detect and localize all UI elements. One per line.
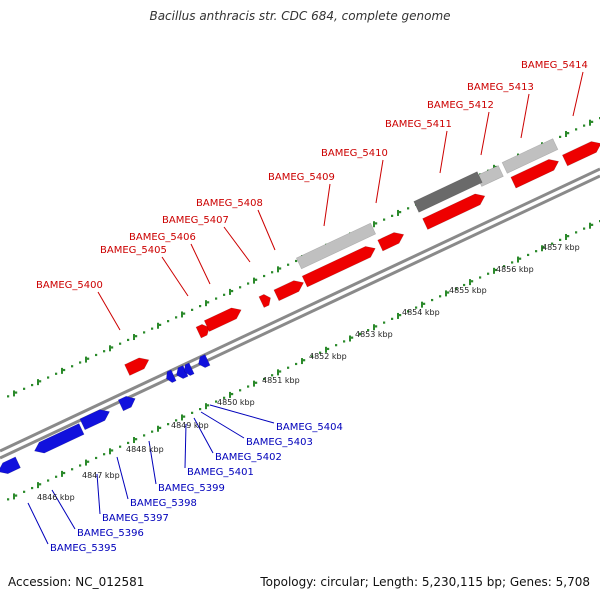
other-feature-box	[295, 222, 377, 270]
reverse-leader-line	[193, 417, 214, 454]
leader-lines-layer	[27, 71, 584, 545]
reverse-gene-label: BAMEG_5402	[215, 452, 282, 463]
reverse-tick-row	[7, 220, 600, 501]
forward-leader-line	[375, 159, 384, 204]
scale-tick-label: 4848 kbp	[126, 445, 164, 454]
forward-leader-line	[572, 71, 584, 117]
scale-tick-label: 4853 kbp	[355, 330, 393, 339]
reverse-leader-line	[209, 404, 275, 424]
forward-leader-line	[97, 291, 121, 331]
scale-tick-label: 4849 kbp	[171, 421, 209, 430]
forward-gene-label: BAMEG_5410	[321, 148, 388, 159]
forward-leader-line	[161, 256, 189, 297]
reverse-gene-label: BAMEG_5403	[246, 437, 313, 448]
reverse-gene-arrow	[198, 354, 211, 368]
scale-tick-label: 4850 kbp	[217, 398, 255, 407]
reverse-gene-arrow	[0, 456, 21, 475]
forward-leader-line	[257, 209, 276, 251]
scale-tick-label: 4857 kbp	[542, 243, 580, 252]
forward-gene-arrow	[195, 323, 210, 339]
forward-leader-line	[520, 93, 530, 139]
reverse-gene-label: BAMEG_5404	[276, 422, 343, 433]
reverse-leader-line	[200, 411, 245, 439]
scale-tick-label: 4851 kbp	[262, 376, 300, 385]
forward-gene-label: BAMEG_5405	[100, 245, 167, 256]
backbone-line-outer	[0, 167, 600, 453]
scale-tick-label: 4854 kbp	[402, 308, 440, 317]
reverse-gene-label: BAMEG_5397	[102, 513, 169, 524]
reverse-gene-label: BAMEG_5399	[158, 483, 225, 494]
other-feature-box	[413, 171, 483, 213]
forward-leader-line	[439, 130, 448, 174]
forward-gene-label: BAMEG_5407	[162, 215, 229, 226]
forward-gene-arrow	[203, 307, 242, 332]
forward-gene-arrow	[561, 141, 600, 167]
forward-gene-arrow	[273, 280, 305, 302]
forward-gene-arrow	[377, 232, 405, 252]
reverse-gene-label: BAMEG_5396	[77, 528, 144, 539]
reverse-gene-arrow	[34, 423, 85, 454]
forward-gene-label: BAMEG_5413	[467, 82, 534, 93]
reverse-gene-arrow	[117, 395, 136, 412]
forward-gene-label: BAMEG_5411	[385, 119, 452, 130]
reverse-leader-line	[96, 473, 101, 515]
reverse-gene-label: BAMEG_5398	[130, 498, 197, 509]
forward-gene-label: BAMEG_5409	[268, 172, 335, 183]
forward-leader-line	[190, 243, 211, 285]
reverse-gene-arrow	[176, 365, 189, 379]
scale-tick-label: 4852 kbp	[309, 352, 347, 361]
forward-gene-arrow	[510, 159, 560, 189]
forward-gene-arrow	[124, 357, 150, 376]
map-title: Bacillus anthracis str. CDC 684, complet…	[149, 9, 451, 23]
reverse-leader-line	[184, 423, 187, 469]
genome-summary-text: Topology: circular; Length: 5,230,115 bp…	[260, 575, 590, 589]
other-feature-box	[501, 138, 559, 174]
reverse-gene-arrow	[184, 362, 195, 376]
forward-gene-label: BAMEG_5412	[427, 100, 494, 111]
forward-gene-arrow	[301, 246, 376, 288]
accession-text: Accession: NC_012581	[8, 575, 145, 589]
forward-leader-line	[223, 226, 251, 263]
forward-leader-line	[323, 183, 331, 227]
forward-gene-arrow	[422, 193, 486, 230]
scale-tick-label: 4856 kbp	[496, 265, 534, 274]
scale-tick-label: 4855 kbp	[449, 286, 487, 295]
forward-gene-label: BAMEG_5400	[36, 280, 103, 291]
forward-gene-label: BAMEG_5414	[521, 60, 588, 71]
forward-gene-label: BAMEG_5406	[129, 232, 196, 243]
reverse-gene-label: BAMEG_5401	[187, 467, 254, 478]
forward-leader-line	[480, 111, 490, 156]
forward-gene-arrow	[258, 294, 271, 308]
scale-tick-label: 4846 kbp	[37, 493, 75, 502]
reverse-gene-arrow	[79, 409, 111, 431]
reverse-leader-line	[148, 440, 157, 485]
scale-tick-label: 4847 kbp	[82, 471, 120, 480]
reverse-leader-line	[51, 489, 76, 530]
reverse-leader-line	[27, 502, 49, 545]
labels-layer: 4846 kbp 4847 kbp 4848 kbp 4849 kbp 4850 kbp…	[36, 60, 588, 554]
reverse-leader-line	[116, 456, 129, 500]
reverse-gene-label: BAMEG_5395	[50, 543, 117, 554]
forward-gene-label: BAMEG_5408	[196, 198, 263, 209]
features-layer	[0, 138, 600, 475]
reverse-gene-arrow	[166, 369, 177, 383]
